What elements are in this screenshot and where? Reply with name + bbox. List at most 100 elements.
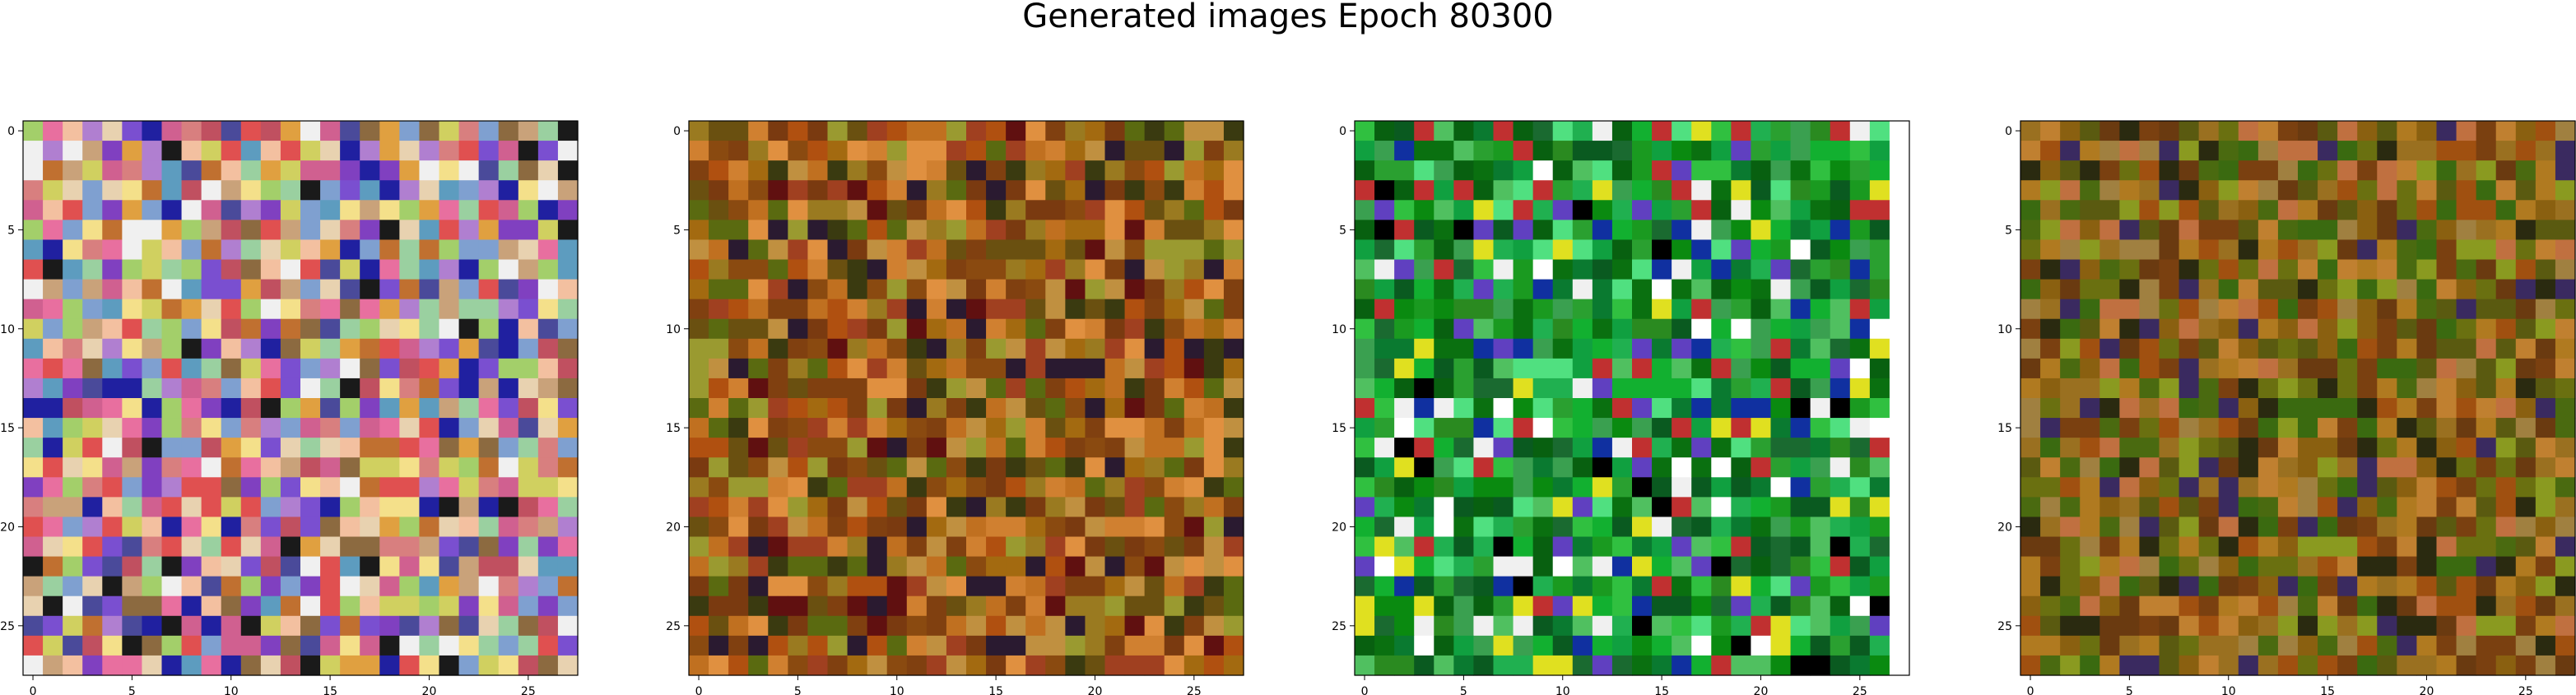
- pixel-cell: [867, 418, 888, 438]
- pixel-cell: [2218, 160, 2239, 181]
- pixel-cell: [557, 279, 579, 300]
- pixel-cell: [1473, 595, 1495, 617]
- pixel-cell: [221, 497, 242, 518]
- pixel-cell: [689, 576, 709, 597]
- pixel-cell: [1889, 556, 1910, 577]
- pixel-cell: [1144, 438, 1165, 458]
- pixel-cell: [788, 556, 809, 577]
- pixel-cell: [2377, 398, 2397, 419]
- pixel-cell: [82, 418, 103, 438]
- pixel-cell: [1414, 635, 1434, 656]
- pixel-cell: [2178, 477, 2200, 498]
- pixel-cell: [1592, 536, 1613, 558]
- pixel-cell: [1006, 438, 1026, 458]
- pixel-cell: [1414, 615, 1434, 637]
- y-tick-label: 10: [0, 323, 15, 336]
- pixel-cell: [240, 398, 262, 419]
- pixel-cell: [1691, 180, 1712, 201]
- pixel-cell: [2456, 259, 2477, 280]
- pixel-cell: [1592, 160, 1613, 181]
- pixel-cell: [2476, 318, 2497, 340]
- pixel-cell: [240, 497, 262, 518]
- pixel-cell: [1025, 556, 1046, 577]
- pixel-cell: [300, 517, 321, 538]
- pixel-cell: [748, 615, 769, 637]
- pixel-cell: [1164, 338, 1185, 359]
- pixel-cell: [1532, 259, 1554, 280]
- pixel-cell: [2495, 259, 2517, 280]
- pixel-cell: [2178, 338, 2200, 359]
- pixel-cell: [142, 536, 163, 558]
- pixel-cell: [2495, 318, 2517, 340]
- pixel-cell: [926, 635, 947, 656]
- pixel-cell: [2515, 220, 2536, 241]
- pixel-cell: [748, 121, 769, 141]
- pixel-cell: [1006, 259, 1026, 280]
- pixel-cell: [926, 141, 947, 161]
- pixel-cell: [1691, 121, 1712, 141]
- pixel-cell: [240, 358, 262, 379]
- pixel-cell: [1203, 418, 1225, 438]
- pixel-cell: [478, 576, 500, 597]
- pixel-cell: [1691, 279, 1712, 300]
- pixel-cell: [102, 556, 123, 577]
- pixel-cell: [966, 418, 987, 438]
- pixel-cell: [1810, 595, 1831, 617]
- pixel-cell: [1414, 477, 1434, 498]
- pixel-cell: [2119, 517, 2141, 538]
- pixel-cell: [1453, 220, 1475, 241]
- pixel-cell: [1453, 438, 1475, 458]
- pixel-cell: [43, 318, 63, 340]
- pixel-cell: [360, 180, 380, 201]
- pixel-cell: [847, 239, 868, 261]
- pixel-cell: [886, 141, 908, 161]
- pixel-cell: [1434, 655, 1454, 676]
- pixel-cell: [1355, 358, 1375, 379]
- pixel-cell: [1104, 635, 1126, 656]
- pixel-cell: [1453, 160, 1475, 181]
- pixel-cell: [1513, 477, 1534, 498]
- pixel-cell: [82, 497, 103, 518]
- pixel-cell: [2337, 595, 2358, 617]
- pixel-cell: [1751, 517, 1772, 538]
- pixel-cell: [788, 615, 809, 637]
- pixel-cell: [966, 239, 987, 261]
- pixel-cell: [161, 220, 183, 241]
- pixel-cell: [1869, 259, 1890, 280]
- pixel-cell: [847, 457, 868, 478]
- pixel-cell: [2257, 318, 2279, 340]
- pixel-cell: [788, 378, 809, 399]
- pixel-cell: [43, 141, 63, 161]
- pixel-cell: [439, 220, 460, 241]
- pixel-cell: [340, 556, 360, 577]
- pixel-cell: [2535, 279, 2556, 300]
- pixel-cell: [2515, 239, 2536, 261]
- pixel-cell: [340, 318, 360, 340]
- pixel-cell: [82, 338, 103, 359]
- pixel-cell: [1532, 220, 1554, 241]
- pixel-cell: [1632, 358, 1653, 379]
- pixel-cell: [867, 141, 888, 161]
- pixel-cell: [2495, 220, 2517, 241]
- pixel-cell: [1691, 239, 1712, 261]
- pixel-cell: [2080, 358, 2100, 379]
- pixel-cell: [102, 655, 123, 676]
- pixel-cell: [2515, 160, 2536, 181]
- pixel-cell: [260, 180, 281, 201]
- pixel-cell: [2416, 358, 2438, 379]
- pixel-cell: [1104, 200, 1126, 220]
- pixel-cell: [1810, 318, 1831, 340]
- pixel-cell: [2515, 141, 2536, 161]
- pixel-cell: [946, 279, 967, 300]
- pixel-cell: [926, 180, 947, 201]
- pixel-cell: [2357, 259, 2378, 280]
- pixel-cell: [2257, 299, 2279, 320]
- pixel-cell: [1532, 239, 1554, 261]
- pixel-cell: [2139, 378, 2160, 399]
- pixel-cell: [2357, 378, 2378, 399]
- pixel-cell: [1532, 338, 1554, 359]
- pixel-cell: [1414, 595, 1434, 617]
- pixel-cell: [379, 497, 400, 518]
- pixel-cell: [1493, 477, 1514, 498]
- pixel-cell: [557, 121, 579, 141]
